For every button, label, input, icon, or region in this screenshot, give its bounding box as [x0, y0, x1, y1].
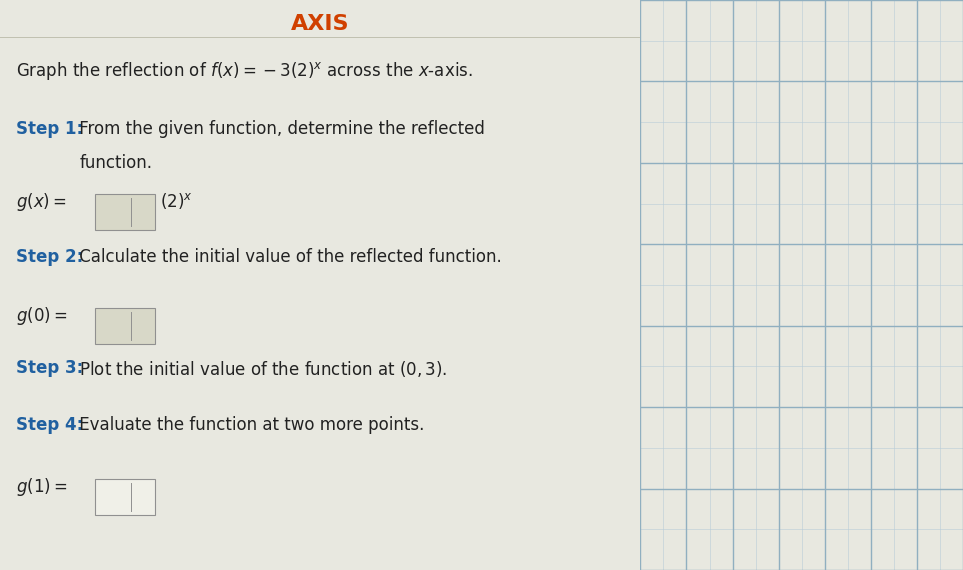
FancyBboxPatch shape — [94, 479, 155, 515]
Text: Step 3:: Step 3: — [16, 359, 83, 377]
Text: 3: 3 — [109, 317, 119, 335]
FancyBboxPatch shape — [94, 194, 155, 230]
Text: v: v — [137, 320, 144, 332]
Text: AXIS: AXIS — [291, 14, 350, 34]
Text: Evaluate the function at two more points.: Evaluate the function at two more points… — [73, 416, 424, 434]
Text: Step 4:: Step 4: — [16, 416, 83, 434]
Text: $g(x) = $: $g(x) = $ — [16, 191, 66, 213]
Text: Calculate the initial value of the reflected function.: Calculate the initial value of the refle… — [73, 248, 502, 266]
Text: Graph the reflection of $f(x) = -3(2)^x$ across the $x$-axis.: Graph the reflection of $f(x) = -3(2)^x$… — [16, 60, 473, 82]
Text: 3: 3 — [109, 203, 119, 221]
Text: $(2)^x$: $(2)^x$ — [160, 191, 193, 211]
Text: Plot the initial value of the function at $(0, 3)$.: Plot the initial value of the function a… — [73, 359, 447, 379]
Text: $g(0) = $: $g(0) = $ — [16, 305, 67, 327]
Text: Step 1:: Step 1: — [16, 120, 83, 138]
Text: v: v — [137, 206, 144, 218]
Text: $g(1) = $: $g(1) = $ — [16, 476, 67, 498]
Text: Step 2:: Step 2: — [16, 248, 83, 266]
FancyBboxPatch shape — [94, 308, 155, 344]
Text: From the given function, determine the reflected: From the given function, determine the r… — [73, 120, 484, 138]
Text: v: v — [137, 491, 144, 503]
Text: function.: function. — [80, 154, 153, 172]
